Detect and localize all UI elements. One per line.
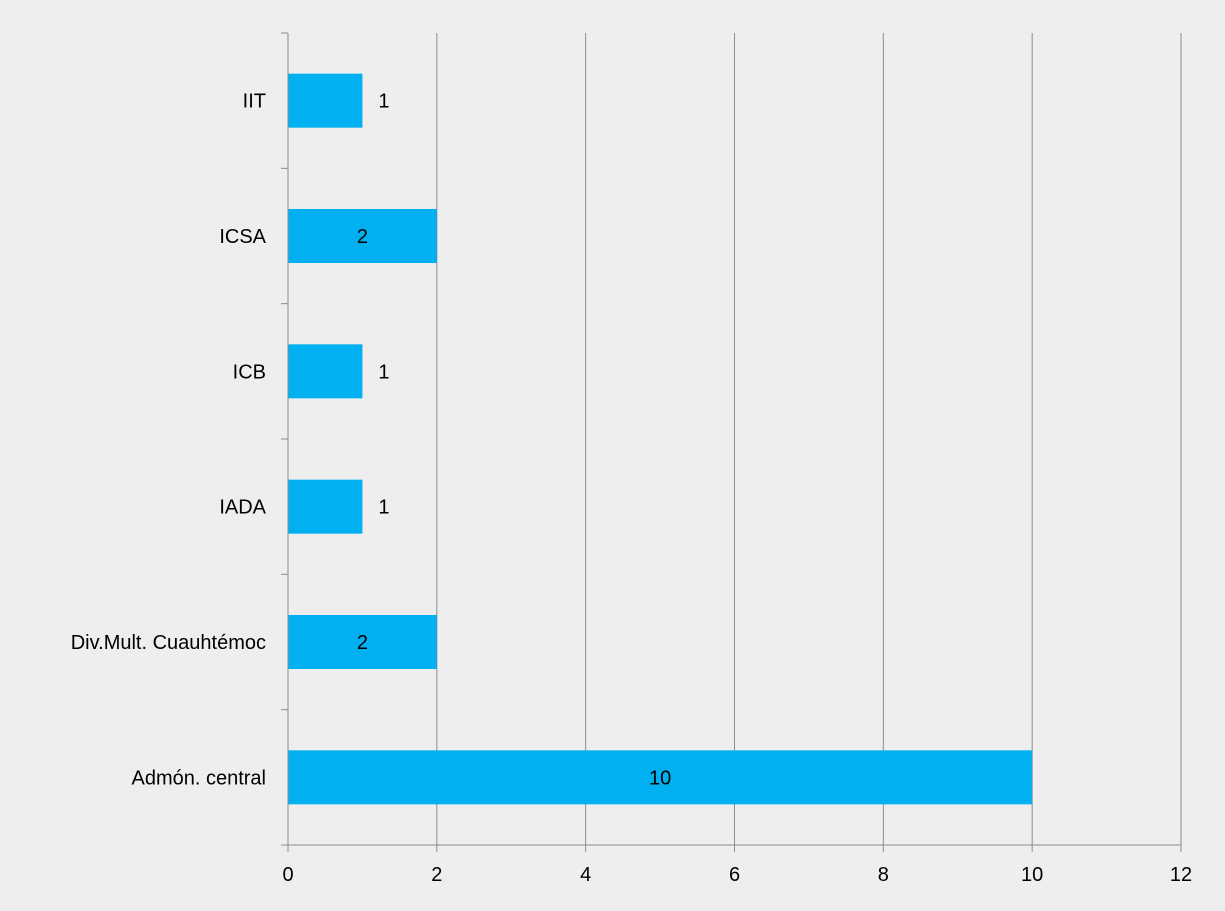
category-label: Div.Mult. Cuauhtémoc: [71, 632, 266, 654]
data-label: 2: [357, 226, 368, 248]
data-label: 1: [378, 91, 389, 113]
data-labels: 10 2 1 1 2 1: [357, 91, 671, 790]
gridlines: [436, 33, 1182, 845]
x-tick-label: 8: [878, 864, 889, 886]
x-tick-label: 0: [282, 864, 293, 886]
data-label: 10: [649, 767, 671, 789]
category-label: IIT: [243, 91, 266, 113]
x-tick-label: 4: [580, 864, 591, 886]
x-tick-label: 6: [729, 864, 740, 886]
x-tick-label: 10: [1021, 864, 1043, 886]
data-label: 2: [357, 632, 368, 654]
category-label: IADA: [219, 497, 266, 519]
bar: [288, 73, 363, 128]
x-tick-label: 12: [1170, 864, 1192, 886]
bars: [288, 73, 1033, 805]
category-label: ICSA: [219, 226, 266, 248]
data-label: 1: [378, 497, 389, 519]
bar: [288, 344, 363, 399]
x-tick-label: 2: [431, 864, 442, 886]
category-labels: Admón. central Div.Mult. Cuauhtémoc IADA IC…: [71, 91, 267, 790]
x-tick-labels: 0 2 4 6 8 10 12: [282, 864, 1192, 886]
category-label: ICB: [233, 361, 266, 383]
category-label: Admón. central: [131, 767, 266, 789]
bar: [288, 479, 363, 534]
data-label: 1: [378, 361, 389, 383]
bar: [288, 750, 1033, 805]
bar: [288, 615, 437, 669]
bar: [288, 209, 437, 263]
axes: [281, 32, 1182, 852]
